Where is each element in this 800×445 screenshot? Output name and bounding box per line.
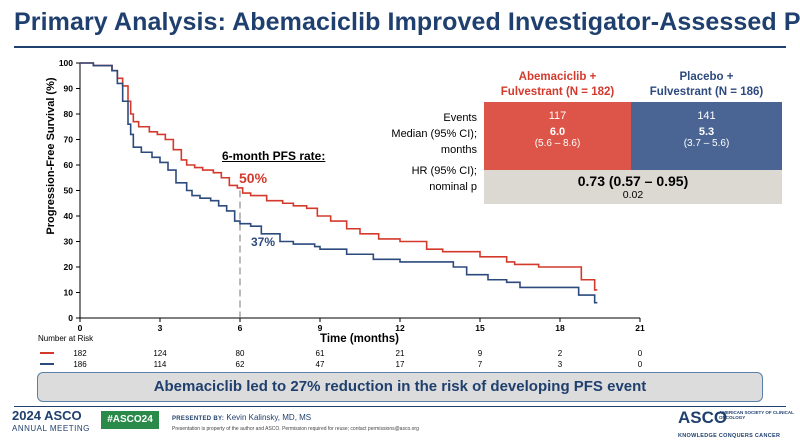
x-axis-title: Time (months) [320,333,400,345]
abema-at-risk-value: 124 [153,349,167,358]
abema-six-month-rate: 50% [239,170,268,186]
abema-at-risk-value: 80 [236,349,245,358]
asco-logo: ASCO AMERICAN SOCIETY OF CLINICAL ONCOLO… [678,408,794,440]
slide-title: Primary Analysis: Abemaciclib Improved I… [14,8,800,36]
abema-km-curve [80,62,598,291]
placebo-at-risk-value: 7 [478,360,483,369]
x-tick-label: 9 [318,323,323,333]
y-tick-label: 20 [64,262,74,272]
y-axis-title: Progression-Free Survival (%) [45,77,57,235]
x-tick-label: 12 [395,323,405,333]
placebo-at-risk-value: 114 [154,360,167,369]
p-row-label: nominal p [429,181,477,193]
meeting-year: 2024 [12,408,41,423]
disclaimer: Presentation is property of the author a… [172,426,419,432]
asco-society-name: AMERICAN SOCIETY OF CLINICAL ONCOLOGY [719,410,794,420]
abema-events: 117 [548,110,567,122]
asco-tagline: KNOWLEDGE CONQUERS CANCER [678,433,781,439]
meeting-org: ASCO [44,408,82,423]
title-divider [14,46,786,48]
placebo-at-risk-value: 17 [396,360,405,369]
abema-header-line1: Abemaciclib + [518,71,597,83]
median-row-label-1: Median (95% CI); [391,128,477,140]
asco-logo-text: ASCO [678,408,728,427]
stats-table: Abemaciclib + Fulvestrant (N = 182) Plac… [484,68,782,204]
placebo-km-curve [80,62,598,304]
placebo-at-risk-value: 62 [236,360,245,369]
y-tick-label: 60 [64,160,74,170]
median-row-label-2: months [440,144,477,156]
conclusion-banner: Abemaciclib led to 27% reduction in the … [37,372,763,402]
presenter-name: Kevin Kalinsky, MD, MS [226,413,312,422]
hr-row-label: HR (95% CI); [411,165,477,177]
hashtag-badge: #ASCO24 [101,411,159,429]
x-tick-label: 21 [635,323,645,333]
abema-stats-cell: 117 6.0 (5.6 – 8.6) [484,102,631,170]
placebo-at-risk-value: 47 [316,360,325,369]
placebo-stats-cell: 141 5.3 (3.7 – 5.6) [631,102,782,170]
p-value: 0.02 [622,189,644,201]
abema-header: Abemaciclib + Fulvestrant (N = 182) [484,68,631,102]
x-tick-label: 3 [158,323,163,333]
abema-at-risk-value: 21 [396,349,405,358]
abema-ci: (5.6 – 8.6) [534,138,581,149]
placebo-header-line1: Placebo + [679,71,734,83]
hr-cell: 0.73 (0.57 – 0.95) 0.02 [484,170,782,204]
placebo-six-month-rate: 37% [251,235,276,249]
y-tick-label: 80 [64,109,74,119]
meeting-subtitle: ANNUAL MEETING [12,424,90,433]
abema-header-line2: Fulvestrant (N = 182) [500,86,615,98]
x-tick-label: 15 [475,323,485,333]
abema-at-risk-value: 0 [638,349,643,358]
x-tick-label: 0 [78,323,83,333]
y-tick-label: 0 [68,313,73,323]
placebo-at-risk-value: 3 [558,360,563,369]
abema-at-risk-value: 61 [316,349,325,358]
placebo-header-line2: Fulvestrant (N = 186) [649,86,764,98]
presented-by: PRESENTED BY: Kevin Kalinsky, MD, MS [172,413,311,422]
y-tick-label: 40 [64,211,74,221]
placebo-at-risk-value: 186 [73,360,87,369]
six-month-rate-label: 6-month PFS rate: [222,149,326,163]
number-at-risk-title: Number at Risk [38,334,94,343]
meeting-logo: 2024 ASCO ANNUAL MEETING [12,409,90,435]
abema-at-risk-value: 182 [73,349,87,358]
events-row-label: Events [443,112,477,124]
y-tick-label: 10 [64,288,74,298]
abema-at-risk-value: 9 [478,349,483,358]
placebo-median: 5.3 [698,126,715,138]
abema-median: 6.0 [549,126,566,138]
y-tick-label: 90 [64,84,74,94]
presented-by-label: PRESENTED BY: [172,416,225,422]
placebo-events: 141 [697,110,716,122]
y-tick-label: 70 [64,135,74,145]
x-tick-label: 6 [238,323,243,333]
footer-divider [14,406,786,407]
placebo-at-risk-value: 0 [638,360,643,369]
hazard-ratio: 0.73 (0.57 – 0.95) [577,173,689,189]
y-tick-label: 100 [59,58,73,68]
x-tick-label: 18 [555,323,565,333]
abema-at-risk-value: 2 [558,349,563,358]
placebo-ci: (3.7 – 5.6) [683,138,730,149]
y-tick-label: 30 [64,237,74,247]
placebo-header: Placebo + Fulvestrant (N = 186) [631,68,782,102]
y-tick-label: 50 [64,186,74,196]
